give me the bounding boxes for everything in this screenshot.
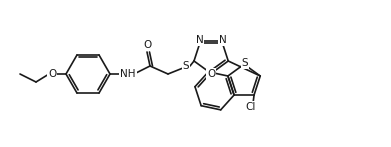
Text: S: S bbox=[183, 61, 189, 71]
Text: Cl: Cl bbox=[246, 102, 256, 112]
Text: N: N bbox=[196, 35, 203, 45]
Text: NH: NH bbox=[120, 69, 136, 79]
Text: S: S bbox=[242, 58, 248, 68]
Text: O: O bbox=[207, 69, 215, 79]
Text: O: O bbox=[48, 69, 56, 79]
Text: N: N bbox=[219, 35, 226, 45]
Text: O: O bbox=[143, 40, 151, 50]
